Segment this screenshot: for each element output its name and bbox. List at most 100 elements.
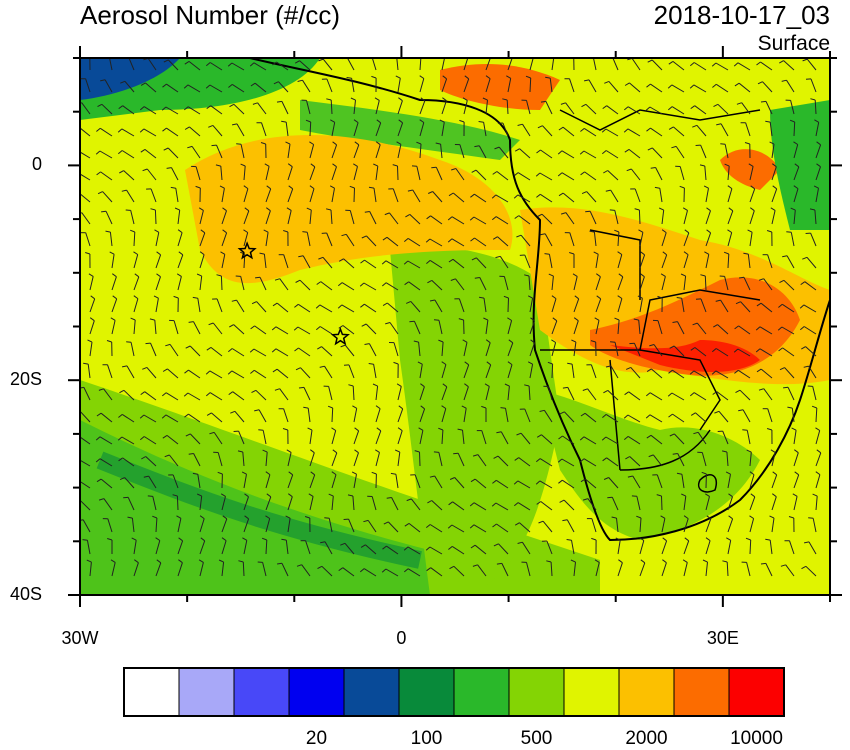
wind-barb-flag [760,100,767,103]
wind-barb-flag [133,295,139,300]
east-hotspot [720,149,780,190]
wind-barb-flag [165,343,171,347]
wind-barb [617,562,623,577]
wind-barb-flag [75,436,79,439]
ocean-smoke-plume [185,135,513,284]
wind-barb [722,430,729,445]
wind-barb [587,498,597,511]
wind-barb [375,144,381,159]
wind-barb [353,452,359,467]
wind-barb [389,322,399,335]
wind-barb [165,414,179,423]
wind-barb [254,369,267,379]
wind-barb-flag [309,185,315,190]
wind-barb-flag [98,388,104,391]
wind-barb-flag [295,279,301,283]
wind-barb [561,458,575,467]
wind-barb [815,496,818,511]
wind-barb-flag [770,449,776,453]
wind-barb [463,386,469,401]
wind-barb [760,368,773,379]
wind-barb-flag [712,391,718,395]
wind-barb-flag [176,273,182,277]
wind-barb [341,282,355,291]
wind-barb-flag [229,103,235,108]
wind-barb [236,299,245,313]
wind-barb-flag [637,295,643,299]
wind-barb [416,166,421,181]
wind-barb [672,61,685,71]
wind-barb-flag [139,106,145,111]
wind-barb-flag [724,163,730,167]
wind-barb-flag [120,80,126,84]
wind-barb [693,392,707,401]
wind-barb-flag [684,537,690,542]
wind-barb [605,436,619,445]
wind-barb-flag [198,207,204,211]
wind-barb-flag [441,361,447,365]
wind-barb [302,79,311,93]
wind-barb [212,125,223,137]
wind-barb-flag [701,471,707,475]
wind-barb [683,496,687,511]
wind-barb [498,543,509,555]
wind-barb-flag [769,141,775,145]
wind-barb [483,298,487,313]
wind-barb-flag [506,75,511,79]
wind-barb [407,260,421,269]
wind-barb-flag [147,495,153,497]
wind-barb [681,474,685,489]
wind-barb [815,144,822,159]
wind-barb [455,168,465,181]
wind-barb-flag [464,361,470,366]
wind-barb-flag [185,433,191,437]
wind-barb-flag [672,321,678,323]
wind-barb [496,171,509,181]
wind-barb [650,83,663,93]
wind-barb-flag [537,125,543,129]
wind-barb [122,457,135,467]
wind-barb [166,435,179,445]
wind-barb-flag [199,251,205,256]
wind-barb-flag [420,383,425,388]
wind-barb [171,167,179,181]
wind-barb [188,369,201,379]
wind-barb [485,78,491,93]
wind-barb [505,408,509,423]
wind-barb-flag [162,127,167,132]
wind-barb [99,458,113,467]
wind-barb [705,254,710,269]
wind-barb-flag [572,273,578,277]
wind-barb [221,518,228,533]
wind-barb [199,232,206,247]
wind-barb-flag [131,537,137,541]
wind-barb-flag [633,318,639,321]
wind-barb-flag [447,216,453,221]
wind-barb [541,434,553,445]
wind-barb [562,192,575,203]
wind-barb-flag [536,193,541,198]
wind-barb [583,436,597,445]
wind-barb-flag [337,282,343,287]
wind-barb-flag [470,193,475,198]
wind-barb-flag [816,163,821,168]
wind-barb [452,258,465,269]
wind-barb [503,276,509,291]
wind-barb-flag [459,119,465,123]
wind-barb-flag [594,559,600,563]
wind-barb-flag [470,544,476,549]
wind-barb-flag [139,414,145,419]
wind-barb [561,150,575,159]
wind-barb [105,211,113,225]
wind-barb-flag [527,295,533,299]
wind-barb [607,390,619,401]
wind-barb [697,432,707,445]
wind-barb [497,455,509,467]
wind-barb-flag [537,213,543,217]
wind-barb [485,386,490,401]
wind-barb [786,79,795,93]
wind-barb-flag [699,164,705,167]
wind-barb [155,254,162,269]
wind-barb-flag [130,229,135,233]
wind-barb [477,454,487,467]
